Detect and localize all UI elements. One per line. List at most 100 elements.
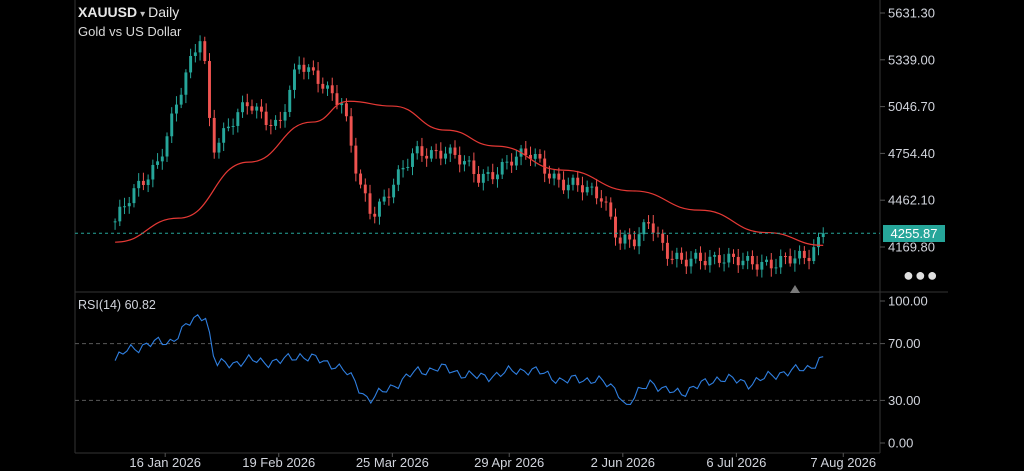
candle-body: [293, 69, 296, 90]
candle-body: [330, 85, 334, 94]
candle-body: [434, 150, 438, 152]
candle-body: [425, 155, 429, 159]
rsi-tick-label: 0.00: [888, 436, 913, 451]
candle-body: [278, 119, 282, 121]
candle-body: [226, 126, 230, 129]
candle-body: [675, 252, 679, 260]
candle-body: [241, 102, 245, 113]
candle-body: [439, 150, 443, 159]
candle-body: [179, 94, 183, 105]
candle-body: [566, 184, 570, 191]
candle-body: [637, 234, 641, 247]
rsi-label: RSI(14): [78, 298, 122, 312]
candle-body: [533, 153, 537, 159]
candle-body: [618, 237, 622, 244]
candle-body: [132, 188, 136, 204]
time-tick-label: 2 Jun 2026: [591, 455, 655, 470]
candle-body: [609, 202, 613, 217]
caret-down-icon[interactable]: ▾: [140, 9, 146, 20]
candle-body: [802, 250, 806, 258]
rsi-tick-label: 70.00: [888, 336, 921, 351]
candle-body: [571, 177, 575, 185]
candle-body: [170, 113, 174, 137]
candle-body: [208, 61, 211, 118]
candle-body: [722, 262, 726, 264]
candle-body: [486, 172, 490, 174]
candle-body: [774, 267, 778, 269]
candle-body: [453, 147, 457, 155]
candle-body: [321, 83, 325, 89]
candle-body: [642, 222, 646, 235]
candle-body: [661, 233, 665, 243]
time-tick-label: 25 Mar 2026: [356, 455, 429, 470]
candle-body: [335, 93, 339, 106]
price-tick-label: 4462.10: [888, 193, 935, 208]
candle-body: [496, 174, 499, 180]
candle-body: [713, 255, 717, 257]
candlestick-series: [113, 35, 825, 278]
rsi-line: [114, 314, 824, 405]
candle-body: [538, 153, 542, 159]
candle-body: [373, 213, 377, 217]
triangle-up-icon: [790, 285, 800, 293]
time-tick-label: 29 Apr 2026: [474, 455, 544, 470]
candle-body: [779, 256, 783, 268]
candle-body: [307, 67, 311, 72]
rsi-tick-label: 30.00: [888, 393, 921, 408]
candle-body: [420, 146, 424, 156]
price-tick-label: 5631.30: [888, 6, 935, 21]
candle-body: [250, 106, 254, 111]
candle-body: [514, 156, 518, 166]
candle-body: [311, 67, 315, 71]
candle-body: [477, 174, 481, 183]
candle-body: [783, 256, 787, 258]
candle-body: [647, 222, 651, 224]
more-dots-icon[interactable]: ●●●: [903, 265, 939, 285]
interval-label[interactable]: Daily: [148, 4, 180, 20]
price-tick-label: 4754.40: [888, 146, 935, 161]
candle-body: [302, 64, 306, 72]
candle-body: [113, 221, 117, 223]
candle-body: [401, 167, 405, 170]
candle-body: [472, 160, 476, 175]
grid-lines: [74, 0, 948, 454]
candle-body: [448, 147, 452, 154]
candle-body: [217, 142, 221, 153]
candle-body: [396, 169, 400, 185]
candle-body: [462, 161, 466, 165]
candle-body: [141, 180, 145, 186]
candle-body: [557, 173, 561, 180]
candle-body: [684, 259, 688, 267]
candle-body: [174, 104, 178, 114]
rsi-legend[interactable]: RSI(14) 60.82: [78, 298, 156, 312]
candle-body: [793, 258, 797, 264]
candle-body: [236, 112, 240, 126]
candle-body: [604, 201, 608, 203]
candle-body: [377, 201, 381, 217]
chart-header[interactable]: XAUUSD ▾ Daily Gold vs US Dollar: [78, 4, 181, 39]
rsi-axis: 100.00 70.00 30.00 0.00: [880, 294, 928, 451]
candle-body: [543, 158, 547, 174]
candle-body: [552, 173, 556, 179]
candle-body: [717, 255, 721, 263]
candle-body: [689, 258, 693, 267]
candle-body: [288, 89, 292, 112]
candle-body: [595, 186, 599, 199]
candle-body: [821, 233, 825, 238]
time-tick-label: 7 Aug 2026: [810, 455, 876, 470]
time-tick-label: 19 Feb 2026: [242, 455, 315, 470]
candle-body: [467, 160, 471, 162]
candle-body: [151, 164, 155, 180]
candle-body: [769, 259, 773, 269]
symbol-label[interactable]: XAUUSD: [78, 4, 138, 20]
rsi-value: 60.82: [124, 298, 156, 312]
instrument-name: Gold vs US Dollar: [78, 24, 182, 39]
candle-body: [354, 145, 358, 174]
rsi-level-lines: [75, 343, 880, 401]
candle-body: [576, 177, 580, 186]
candle-body: [411, 153, 414, 167]
candle-body: [590, 186, 594, 188]
candle-body: [326, 85, 329, 89]
candle-body: [259, 106, 263, 112]
